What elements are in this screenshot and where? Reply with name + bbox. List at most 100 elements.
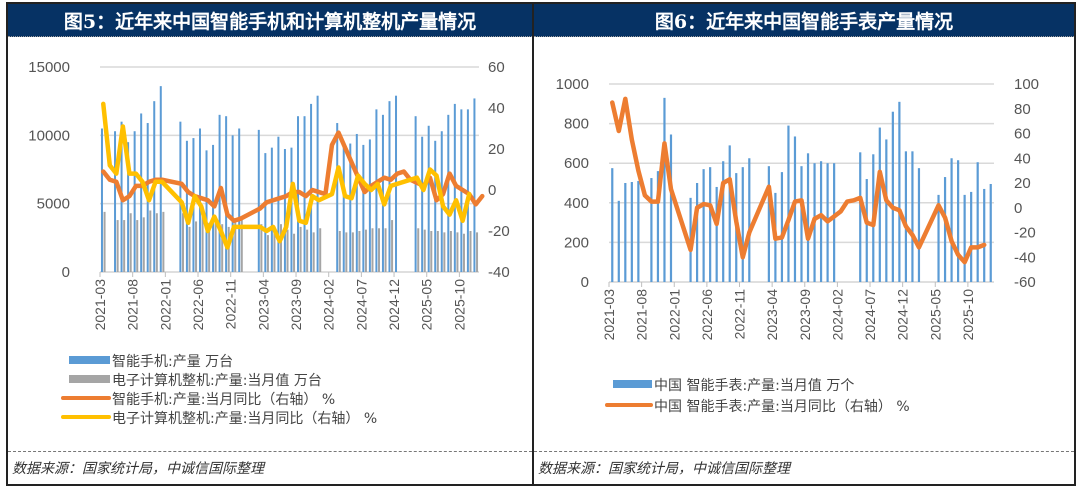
bar [741,167,744,282]
y-tick-left: 0 [62,264,70,281]
x-tick-label: 2025-10 [451,279,467,331]
bar [748,158,751,282]
bar [375,109,378,272]
bar [273,232,276,272]
x-tick-label: 2022-11 [732,289,748,340]
bar [983,188,986,282]
bar [950,158,953,282]
bar [702,169,705,282]
legend-label: 智能手机:产量 万台 [112,354,233,370]
bar [179,121,182,273]
legend-label: 电子计算机整机:产量:当月同比（右轴） % [112,411,377,427]
bar [819,161,823,282]
x-tick-label: 2023-04 [764,289,780,341]
bar [316,95,319,272]
bar [225,116,228,272]
bar [277,136,280,272]
bar [181,213,184,272]
y-tick-left: 1000 [556,76,589,93]
bar [234,220,237,272]
source-note: 数据来源：国家统计局，中诚信国际整理 [538,461,790,477]
x-tick-label: 2024-02 [829,289,845,341]
bar [286,229,289,272]
bar [270,147,273,272]
bar [637,181,640,282]
y-tick-right: 40 [488,100,505,117]
bar [728,145,731,282]
bar [214,222,217,272]
bar [342,144,345,272]
bar [630,182,633,282]
bar [208,222,211,272]
figure-6-title: 图6：近年来中国智能手表产量情况 [534,4,1074,37]
bar [456,232,459,272]
bar [240,220,243,272]
bar [917,168,921,282]
bar [434,140,437,272]
bar [443,232,446,272]
y-tick-left: 800 [564,116,589,133]
x-tick-label: 2021-03 [92,279,108,331]
y-tick-right: -20 [1014,225,1036,242]
bar [195,221,198,272]
bar [266,235,269,272]
divider [8,451,532,452]
y-tick-right: -60 [1014,274,1036,291]
bar [611,168,614,282]
y-tick-left: 10000 [28,127,70,144]
y-tick-right: 0 [488,182,496,199]
bar [155,213,158,272]
bar [100,128,103,272]
bar [384,228,387,272]
bar [878,127,881,282]
bar [963,194,966,282]
bar [449,231,452,272]
bar [231,135,234,272]
y-tick-right: 20 [1014,175,1031,192]
y-tick-left: 5000 [37,196,70,213]
y-tick-left: 200 [564,234,589,251]
x-tick-label: 2022-01 [666,289,682,341]
bar [715,186,718,282]
bar [162,211,165,272]
y-tick-left: 15000 [28,59,70,76]
divider [534,451,1074,452]
x-tick-label: 2021-03 [601,289,617,341]
legend-label: 中国 智能手表:产量:当月同比（右轴） % [654,399,910,415]
bar [937,194,940,282]
bar [310,103,313,273]
bar [133,131,136,272]
bar [462,233,465,272]
bar [205,150,208,272]
bar [898,101,901,282]
bar [650,178,653,282]
bar [103,211,106,272]
bar [709,167,712,282]
bar [257,129,260,272]
bar [279,224,282,272]
y-tick-right: 60 [1014,126,1031,143]
bar [780,172,784,282]
bar [338,231,341,272]
x-tick-label: 2022-06 [699,289,715,341]
bar [378,228,381,272]
legend-label: 中国 智能手表:产量:当月值 万个 [654,378,854,394]
bar [957,160,960,282]
x-tick-label: 2023-09 [288,279,304,331]
bar [136,220,139,272]
bar [299,226,302,272]
bar [114,131,117,272]
bar [865,179,868,282]
bar [264,153,267,272]
bar [336,123,339,273]
legend-swatch [69,356,110,364]
x-tick-label: 2025-10 [960,289,976,341]
y-tick-left: 600 [564,155,589,172]
legend-label: 电子计算机整机:产量:当月值 万台 [112,373,322,389]
x-tick-label: 2024-02 [321,279,337,331]
bar [221,224,224,272]
bar [116,220,119,272]
bar [476,232,479,272]
bar [624,183,627,282]
bar [142,217,145,272]
